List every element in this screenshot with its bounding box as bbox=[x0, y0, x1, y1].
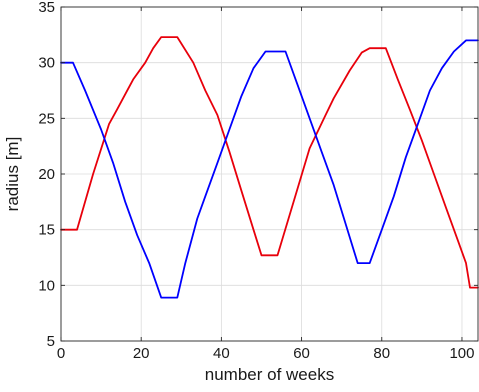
y-tick-label: 30 bbox=[38, 55, 55, 72]
y-tick-label: 20 bbox=[38, 166, 55, 183]
y-tick-label: 15 bbox=[38, 222, 55, 239]
x-tick-label: 60 bbox=[293, 345, 310, 362]
series-line-2 bbox=[60, 39, 479, 299]
y-axis-label: radius [m] bbox=[3, 137, 22, 212]
x-tick-label: 40 bbox=[213, 345, 230, 362]
series-lines bbox=[60, 36, 479, 299]
x-tick-label: 20 bbox=[133, 345, 150, 362]
y-tick-label: 5 bbox=[47, 333, 55, 350]
grid-lines bbox=[60, 6, 478, 342]
y-tick-label: 25 bbox=[38, 110, 55, 127]
y-tick-label: 10 bbox=[38, 277, 55, 294]
x-tick-label: 100 bbox=[449, 345, 474, 362]
series-line-1 bbox=[60, 36, 479, 289]
y-tick-label: 35 bbox=[38, 0, 55, 16]
x-tick-label: 80 bbox=[373, 345, 390, 362]
axis-ticks: 0 20 40 60 80 100 5 10 15 20 25 30 35 bbox=[38, 0, 478, 362]
x-tick-label: 0 bbox=[57, 345, 65, 362]
x-axis-label: number of weeks bbox=[205, 365, 334, 384]
